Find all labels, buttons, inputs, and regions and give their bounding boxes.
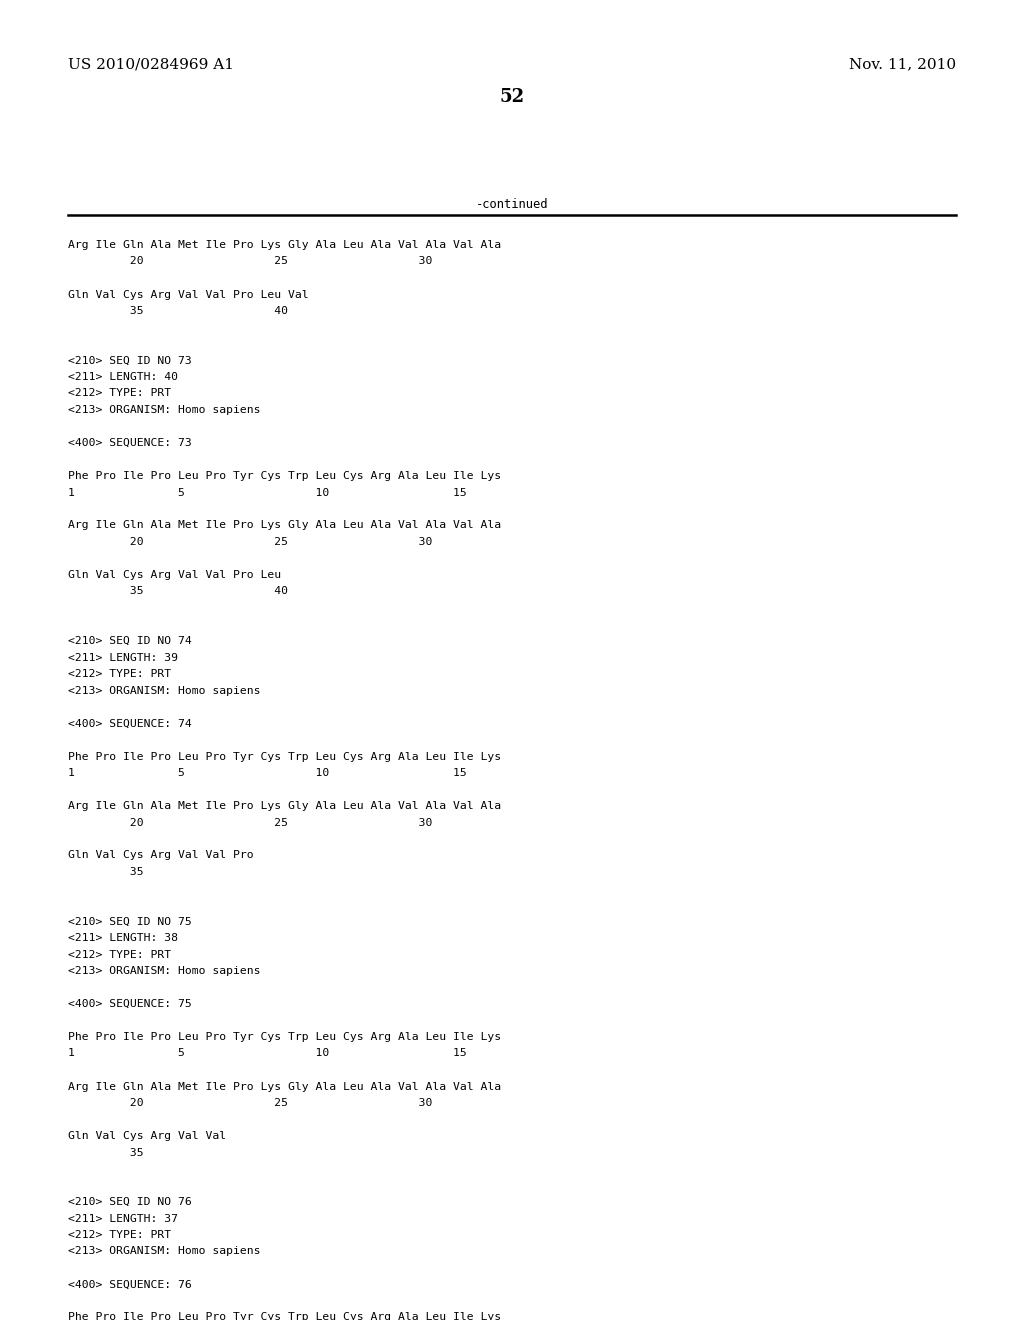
Text: <210> SEQ ID NO 75: <210> SEQ ID NO 75 xyxy=(68,916,191,927)
Text: 20                   25                   30: 20 25 30 xyxy=(68,817,432,828)
Text: Arg Ile Gln Ala Met Ile Pro Lys Gly Ala Leu Ala Val Ala Val Ala: Arg Ile Gln Ala Met Ile Pro Lys Gly Ala … xyxy=(68,520,501,531)
Text: Gln Val Cys Arg Val Val Pro Leu Val: Gln Val Cys Arg Val Val Pro Leu Val xyxy=(68,289,308,300)
Text: <211> LENGTH: 39: <211> LENGTH: 39 xyxy=(68,652,178,663)
Text: 1               5                   10                  15: 1 5 10 15 xyxy=(68,487,467,498)
Text: Phe Pro Ile Pro Leu Pro Tyr Cys Trp Leu Cys Arg Ala Leu Ile Lys: Phe Pro Ile Pro Leu Pro Tyr Cys Trp Leu … xyxy=(68,751,501,762)
Text: 20                   25                   30: 20 25 30 xyxy=(68,1098,432,1107)
Text: 20                   25                   30: 20 25 30 xyxy=(68,537,432,546)
Text: <400> SEQUENCE: 73: <400> SEQUENCE: 73 xyxy=(68,438,191,447)
Text: 35: 35 xyxy=(68,1147,143,1158)
Text: 35: 35 xyxy=(68,867,143,876)
Text: <213> ORGANISM: Homo sapiens: <213> ORGANISM: Homo sapiens xyxy=(68,685,260,696)
Text: 1               5                   10                  15: 1 5 10 15 xyxy=(68,1048,467,1059)
Text: <211> LENGTH: 38: <211> LENGTH: 38 xyxy=(68,933,178,942)
Text: <210> SEQ ID NO 73: <210> SEQ ID NO 73 xyxy=(68,355,191,366)
Text: <210> SEQ ID NO 74: <210> SEQ ID NO 74 xyxy=(68,636,191,645)
Text: 35                   40: 35 40 xyxy=(68,586,288,597)
Text: Arg Ile Gln Ala Met Ile Pro Lys Gly Ala Leu Ala Val Ala Val Ala: Arg Ile Gln Ala Met Ile Pro Lys Gly Ala … xyxy=(68,801,501,810)
Text: 1               5                   10                  15: 1 5 10 15 xyxy=(68,768,467,777)
Text: <400> SEQUENCE: 74: <400> SEQUENCE: 74 xyxy=(68,718,191,729)
Text: Gln Val Cys Arg Val Val Pro: Gln Val Cys Arg Val Val Pro xyxy=(68,850,254,861)
Text: Arg Ile Gln Ala Met Ile Pro Lys Gly Ala Leu Ala Val Ala Val Ala: Arg Ile Gln Ala Met Ile Pro Lys Gly Ala … xyxy=(68,240,501,249)
Text: <212> TYPE: PRT: <212> TYPE: PRT xyxy=(68,949,171,960)
Text: <211> LENGTH: 37: <211> LENGTH: 37 xyxy=(68,1213,178,1224)
Text: <213> ORGANISM: Homo sapiens: <213> ORGANISM: Homo sapiens xyxy=(68,966,260,975)
Text: <212> TYPE: PRT: <212> TYPE: PRT xyxy=(68,1230,171,1239)
Text: <211> LENGTH: 40: <211> LENGTH: 40 xyxy=(68,372,178,381)
Text: Gln Val Cys Arg Val Val Pro Leu: Gln Val Cys Arg Val Val Pro Leu xyxy=(68,570,282,579)
Text: 52: 52 xyxy=(500,88,524,106)
Text: Phe Pro Ile Pro Leu Pro Tyr Cys Trp Leu Cys Arg Ala Leu Ile Lys: Phe Pro Ile Pro Leu Pro Tyr Cys Trp Leu … xyxy=(68,1032,501,1041)
Text: US 2010/0284969 A1: US 2010/0284969 A1 xyxy=(68,57,234,71)
Text: <213> ORGANISM: Homo sapiens: <213> ORGANISM: Homo sapiens xyxy=(68,1246,260,1257)
Text: Phe Pro Ile Pro Leu Pro Tyr Cys Trp Leu Cys Arg Ala Leu Ile Lys: Phe Pro Ile Pro Leu Pro Tyr Cys Trp Leu … xyxy=(68,471,501,480)
Text: <400> SEQUENCE: 75: <400> SEQUENCE: 75 xyxy=(68,999,191,1008)
Text: 20                   25                   30: 20 25 30 xyxy=(68,256,432,267)
Text: Phe Pro Ile Pro Leu Pro Tyr Cys Trp Leu Cys Arg Ala Leu Ile Lys: Phe Pro Ile Pro Leu Pro Tyr Cys Trp Leu … xyxy=(68,1312,501,1320)
Text: 35                   40: 35 40 xyxy=(68,306,288,315)
Text: <212> TYPE: PRT: <212> TYPE: PRT xyxy=(68,669,171,678)
Text: <210> SEQ ID NO 76: <210> SEQ ID NO 76 xyxy=(68,1197,191,1206)
Text: <400> SEQUENCE: 76: <400> SEQUENCE: 76 xyxy=(68,1279,191,1290)
Text: Gln Val Cys Arg Val Val: Gln Val Cys Arg Val Val xyxy=(68,1131,226,1140)
Text: Arg Ile Gln Ala Met Ile Pro Lys Gly Ala Leu Ala Val Ala Val Ala: Arg Ile Gln Ala Met Ile Pro Lys Gly Ala … xyxy=(68,1081,501,1092)
Text: <212> TYPE: PRT: <212> TYPE: PRT xyxy=(68,388,171,399)
Text: <213> ORGANISM: Homo sapiens: <213> ORGANISM: Homo sapiens xyxy=(68,405,260,414)
Text: Nov. 11, 2010: Nov. 11, 2010 xyxy=(849,57,956,71)
Text: -continued: -continued xyxy=(476,198,548,211)
